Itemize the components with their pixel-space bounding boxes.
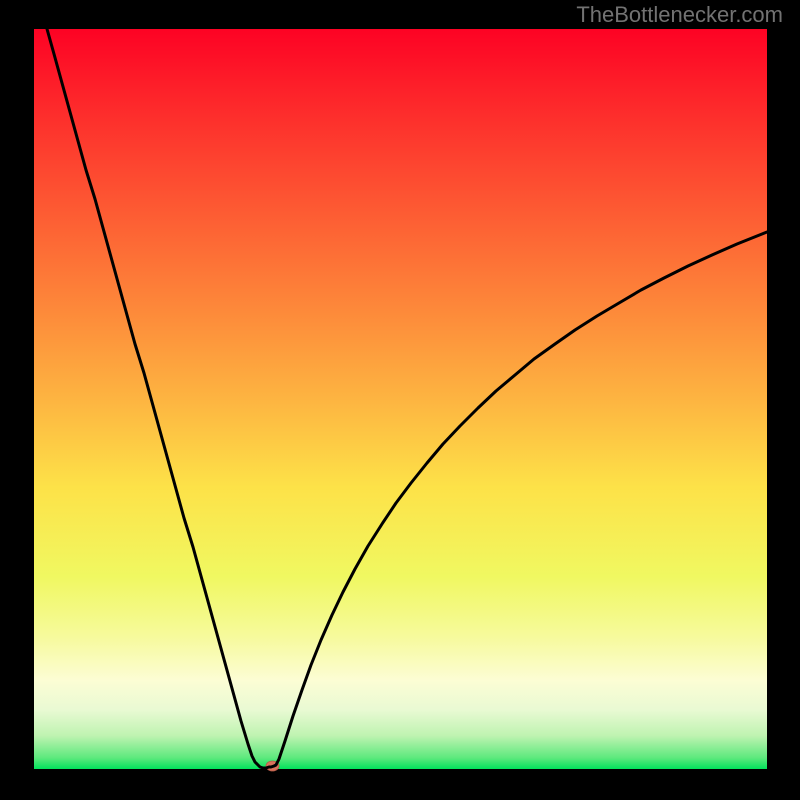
chart-svg — [0, 0, 800, 800]
watermark-text: TheBottlenecker.com — [576, 2, 783, 28]
bottleneck-curve — [47, 29, 767, 768]
chart-container: TheBottlenecker.com — [0, 0, 800, 800]
